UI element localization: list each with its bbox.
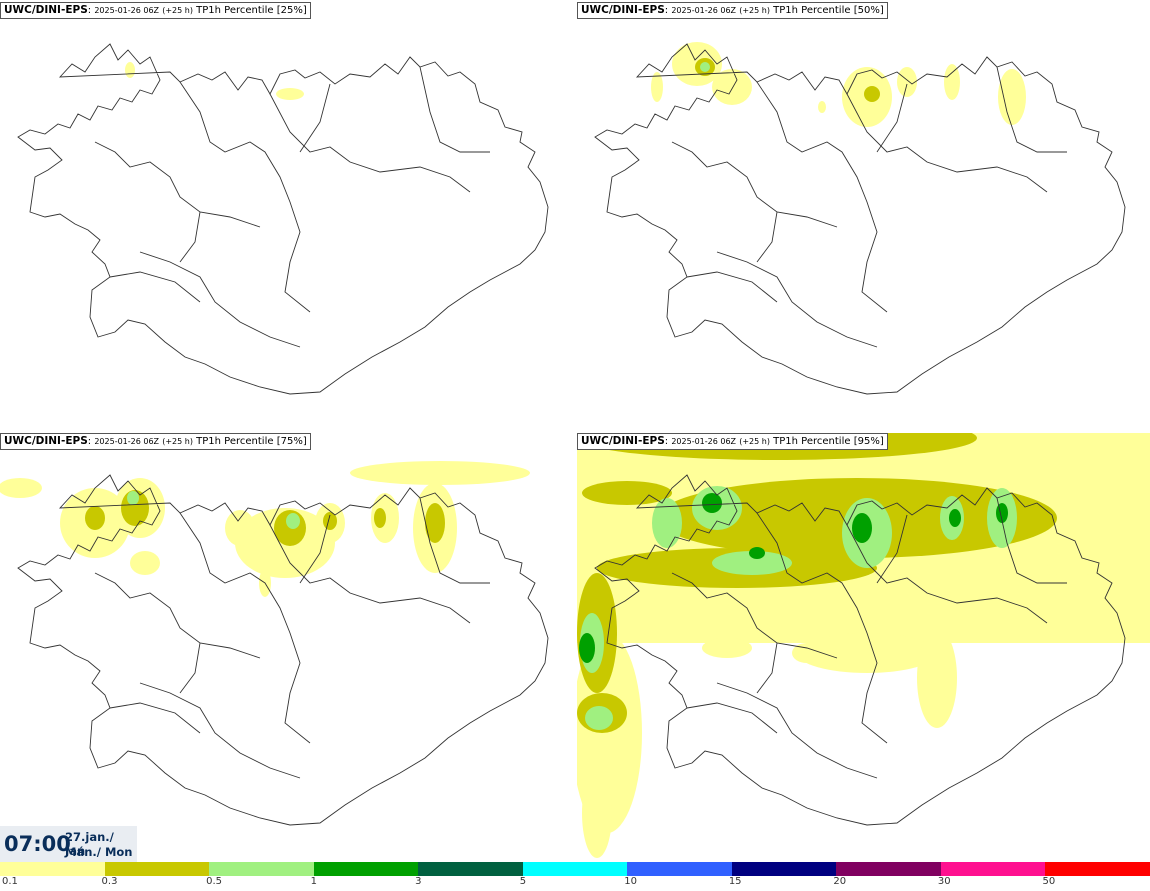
percentile-label: [75%] <box>276 436 307 447</box>
model-name: UWC/DINI-EPS <box>581 435 665 447</box>
precipitation-map-p25 <box>17 43 549 395</box>
map-panel-p50: UWC/DINI-EPS: 2025-01-26 06Z (+25 h) TP1… <box>577 2 1150 430</box>
run-time: 2025-01-26 06Z <box>671 437 737 446</box>
product-name: TP1h Percentile <box>196 436 274 447</box>
colorbar-swatch <box>731 862 837 876</box>
valid-date: 27.jan./ Jan <box>65 830 114 858</box>
lead-time: (+25 h) <box>162 6 193 15</box>
map-panel-p95: UWC/DINI-EPS: 2025-01-26 06Z (+25 h) TP1… <box>577 433 1150 861</box>
product-name: TP1h Percentile <box>773 436 851 447</box>
colorbar-swatch <box>940 862 1046 876</box>
colorbar-tick-label: 5 <box>519 876 527 887</box>
panel-title: UWC/DINI-EPS: 2025-01-26 06Z (+25 h) TP1… <box>0 2 311 19</box>
colorbar-swatch <box>313 862 419 876</box>
map-panel-p75: UWC/DINI-EPS: 2025-01-26 06Z (+25 h) TP1… <box>0 433 573 861</box>
run-time: 2025-01-26 06Z <box>94 6 160 15</box>
panel-title: UWC/DINI-EPS: 2025-01-26 06Z (+25 h) TP1… <box>577 433 888 450</box>
colorbar-tick-label: 30 <box>937 876 951 887</box>
valid-time-box: 07:00 27.jan./ Jan Mán./ Mon <box>0 826 137 862</box>
colorbar-tick-label: 20 <box>833 876 847 887</box>
lead-time: (+25 h) <box>739 6 770 15</box>
panel-title: UWC/DINI-EPS: 2025-01-26 06Z (+25 h) TP1… <box>0 433 311 450</box>
colorbar-tick-label: 15 <box>728 876 742 887</box>
colorbar-tick-label: 0.1 <box>2 876 18 887</box>
colorbar-tick-label: 10 <box>624 876 637 887</box>
colorbar-swatch <box>1045 862 1150 876</box>
colorbar-swatch <box>836 862 941 876</box>
run-time: 2025-01-26 06Z <box>671 6 737 15</box>
lead-time: (+25 h) <box>162 437 193 446</box>
run-time: 2025-01-26 06Z <box>94 437 160 446</box>
precipitation-colorbar <box>0 862 1150 876</box>
colorbar-tick-label: 3 <box>415 876 422 887</box>
colorbar-swatch <box>627 862 732 876</box>
percentile-label: [25%] <box>276 5 307 16</box>
valid-weekday: Mán./ Mon <box>65 845 133 859</box>
colorbar-tick-label: 0.3 <box>101 876 118 887</box>
model-name: UWC/DINI-EPS <box>4 4 88 16</box>
colorbar-ticks: 0.1 0.3 0.5 1 3 5 10 15 20 30 50 <box>0 876 1150 891</box>
colorbar-swatch <box>522 862 628 876</box>
precipitation-map-p50 <box>594 42 1126 395</box>
model-name: UWC/DINI-EPS <box>4 435 88 447</box>
colorbar-swatch <box>0 862 105 876</box>
valid-time: 07:00 <box>4 832 71 856</box>
colorbar-swatch <box>104 862 210 876</box>
lead-time: (+25 h) <box>739 437 770 446</box>
model-name: UWC/DINI-EPS <box>581 4 665 16</box>
map-panel-p25: UWC/DINI-EPS: 2025-01-26 06Z (+25 h) TP1… <box>0 2 573 430</box>
colorbar-swatch <box>209 862 314 876</box>
colorbar-tick-label: 50 <box>1042 876 1056 887</box>
percentile-label: [50%] <box>853 5 884 16</box>
product-name: TP1h Percentile <box>196 5 274 16</box>
precipitation-map-p75 <box>0 461 549 826</box>
colorbar-swatch <box>418 862 523 876</box>
panel-title: UWC/DINI-EPS: 2025-01-26 06Z (+25 h) TP1… <box>577 2 888 19</box>
percentile-label: [95%] <box>853 436 884 447</box>
colorbar-tick-label: 0.5 <box>206 876 222 887</box>
colorbar-tick-label: 1 <box>310 876 317 887</box>
product-name: TP1h Percentile <box>773 5 851 16</box>
precipitation-map-p95 <box>577 433 1150 858</box>
